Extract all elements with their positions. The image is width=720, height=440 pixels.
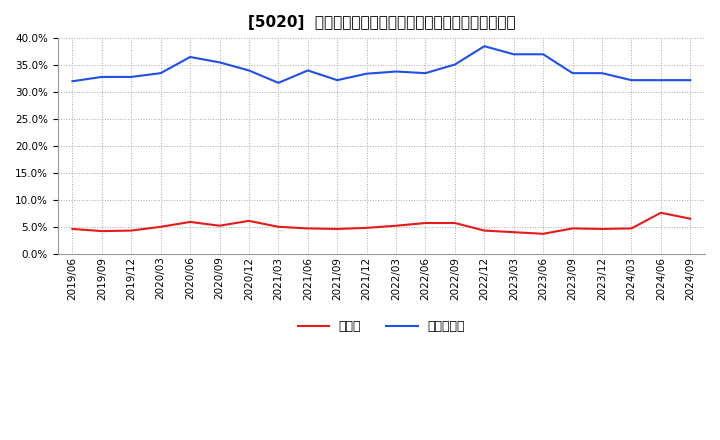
現預金	[304, 226, 312, 231]
有利子負債	[568, 70, 577, 76]
現預金	[68, 226, 77, 231]
有利子負債	[362, 71, 371, 76]
Title: [5020]  現預金、有利子負債の総資産に対する比率の推移: [5020] 現預金、有利子負債の総資産に対する比率の推移	[248, 15, 516, 30]
現預金	[421, 220, 430, 226]
有利子負債	[539, 51, 547, 57]
現預金	[568, 226, 577, 231]
現預金	[539, 231, 547, 236]
現預金	[333, 226, 341, 231]
有利子負債	[333, 77, 341, 83]
有利子負債	[215, 60, 224, 65]
現預金	[186, 219, 194, 224]
現預金	[480, 228, 489, 233]
現預金	[97, 228, 106, 234]
Line: 現預金: 現預金	[73, 213, 690, 234]
有利子負債	[97, 74, 106, 80]
現預金	[156, 224, 165, 229]
現預金	[510, 230, 518, 235]
有利子負債	[392, 69, 400, 74]
有利子負債	[598, 70, 606, 76]
現預金	[627, 226, 636, 231]
有利子負債	[245, 68, 253, 73]
Legend: 現預金, 有利子負債: 現預金, 有利子負債	[292, 315, 470, 338]
有利子負債	[510, 51, 518, 57]
現預金	[598, 226, 606, 231]
有利子負債	[274, 80, 283, 85]
有利子負債	[156, 70, 165, 76]
現預金	[392, 223, 400, 228]
有利子負債	[186, 54, 194, 59]
有利子負債	[657, 77, 665, 83]
現預金	[215, 223, 224, 228]
現預金	[451, 220, 459, 226]
現預金	[657, 210, 665, 216]
有利子負債	[480, 44, 489, 49]
現預金	[362, 225, 371, 231]
現預金	[686, 216, 695, 221]
有利子負債	[451, 62, 459, 67]
有利子負債	[421, 70, 430, 76]
Line: 有利子負債: 有利子負債	[73, 46, 690, 83]
有利子負債	[68, 79, 77, 84]
有利子負債	[627, 77, 636, 83]
有利子負債	[686, 77, 695, 83]
有利子負債	[304, 68, 312, 73]
現預金	[127, 228, 135, 233]
現預金	[245, 218, 253, 224]
現預金	[274, 224, 283, 229]
有利子負債	[127, 74, 135, 80]
